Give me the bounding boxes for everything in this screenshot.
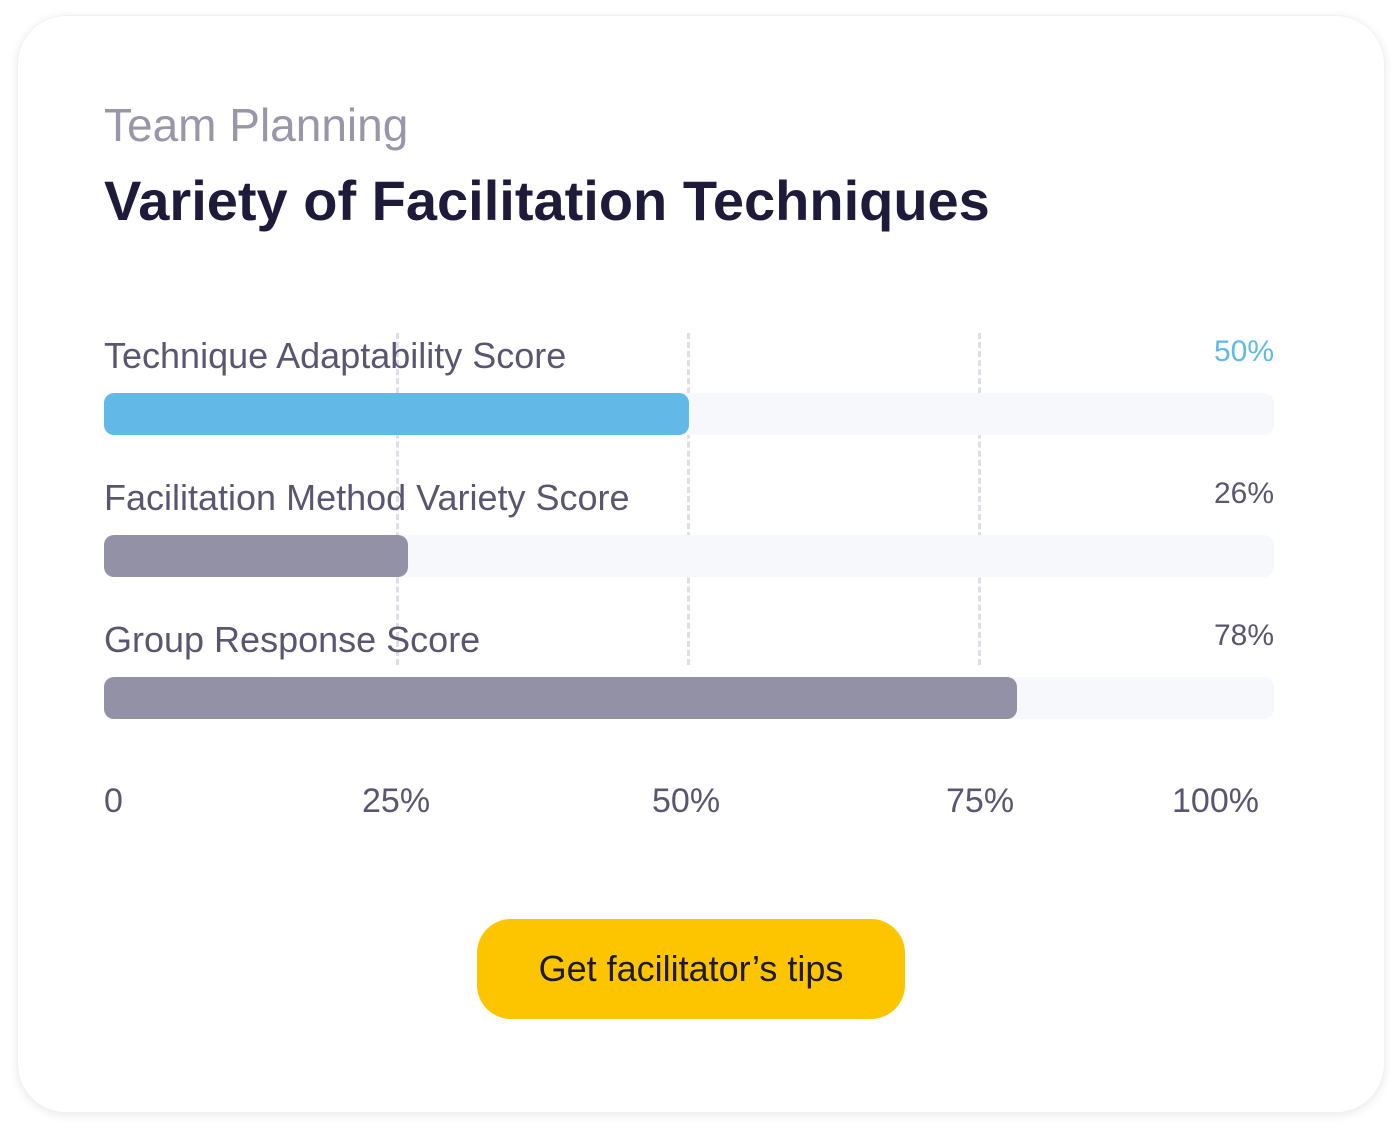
- card-title: Variety of Facilitation Techniques: [104, 169, 990, 232]
- x-tick-label: 25%: [362, 782, 431, 820]
- x-tick-label: 100%: [1172, 782, 1259, 820]
- bar-value-label: 78%: [1213, 619, 1274, 652]
- bar-track: [104, 393, 1274, 435]
- bar-row: Technique Adaptability Score 50%: [104, 335, 1274, 465]
- bar-track: [104, 677, 1274, 719]
- x-tick-label: 0: [104, 782, 123, 820]
- bar-track: [104, 535, 1274, 577]
- bar: [104, 535, 409, 577]
- x-tick-label: 75%: [946, 782, 1015, 820]
- bar-value-label: 50%: [1213, 335, 1274, 368]
- bar-label: Group Response Score: [104, 619, 481, 660]
- bar: [104, 393, 689, 435]
- gridline-75: [978, 333, 981, 665]
- x-tick-label: 50%: [652, 782, 721, 820]
- bar-row: Facilitation Method Variety Score 26%: [104, 477, 1274, 607]
- bar: [104, 677, 1017, 719]
- bar-label: Technique Adaptability Score: [104, 335, 567, 376]
- bar-value-label: 26%: [1213, 477, 1274, 510]
- gridline-25: [396, 333, 399, 665]
- facilitator-tips-button[interactable]: Get facilitator’s tips: [477, 919, 905, 1019]
- gridline-50: [687, 333, 690, 665]
- bar-label: Facilitation Method Variety Score: [104, 477, 630, 518]
- bar-row: Group Response Score 78%: [104, 619, 1274, 749]
- card-subtitle: Team Planning: [104, 99, 409, 151]
